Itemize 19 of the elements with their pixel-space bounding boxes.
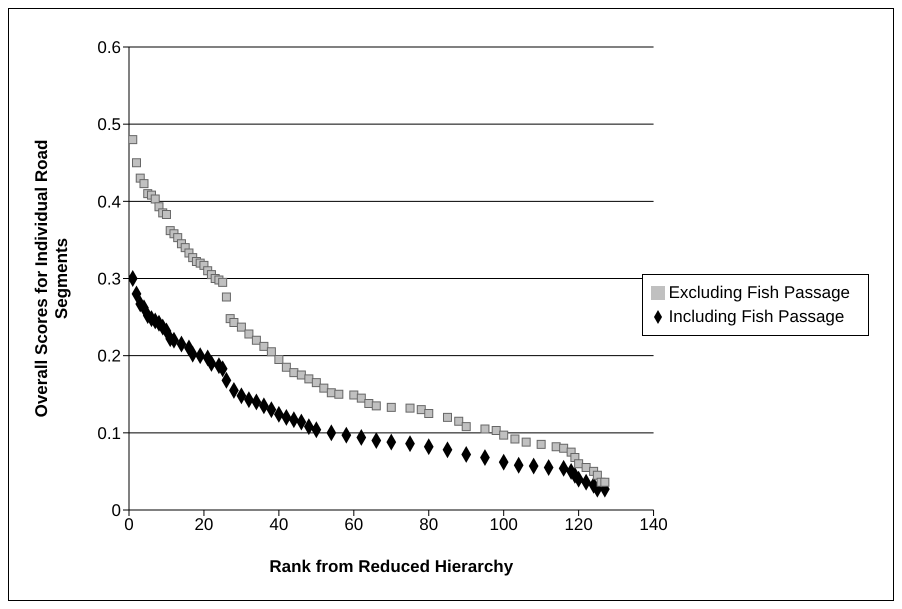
x-tick-label: 80 [419, 515, 438, 534]
y-tick-label: 0.6 [97, 38, 121, 58]
x-tick-label: 120 [564, 515, 593, 534]
legend-label: Including Fish Passage [668, 306, 844, 326]
x-tick-label: 140 [639, 515, 668, 534]
legend-label: Excluding Fish Passage [668, 282, 850, 302]
y-axis-title: Overall Scores for Individual Road Segments [32, 140, 71, 418]
x-tick-label: 40 [269, 515, 288, 534]
x-tick-label: 0 [124, 515, 134, 534]
x-tick-label: 20 [194, 515, 214, 534]
y-tick-label: 0.5 [97, 115, 121, 134]
x-tick-label: 60 [344, 515, 364, 534]
y-tick-label: 0.2 [97, 346, 121, 366]
x-axis-title: Rank from Reduced Hierarchy [269, 557, 514, 576]
y-tick-label: 0 [112, 501, 121, 520]
y-tick-label: 0.3 [97, 270, 121, 289]
x-tick-label: 100 [490, 515, 518, 534]
y-tick-label: 0.4 [97, 192, 121, 212]
y-tick-label: 0.1 [97, 424, 121, 443]
